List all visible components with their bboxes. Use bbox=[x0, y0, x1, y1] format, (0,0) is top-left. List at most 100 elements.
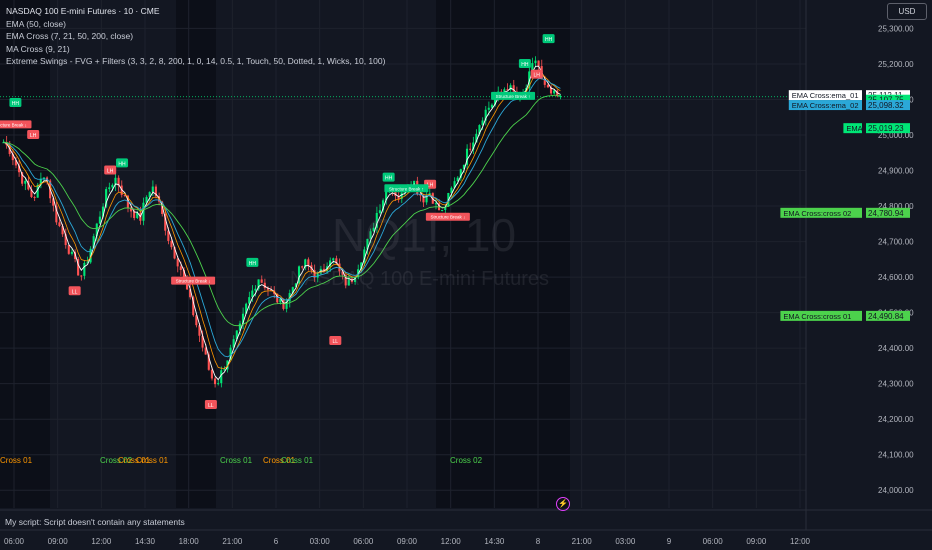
structure-break-text: Structure Break ↓ bbox=[176, 279, 211, 284]
candle-body bbox=[559, 95, 562, 97]
candle-body bbox=[344, 274, 347, 286]
legend-ema-cross[interactable]: EMA Cross (7, 21, 50, 200, close) bbox=[6, 31, 134, 41]
candle-body bbox=[301, 266, 304, 268]
series-name-bg bbox=[788, 90, 862, 101]
candle-body bbox=[55, 205, 58, 223]
candle-body bbox=[201, 335, 204, 348]
candle-body bbox=[369, 231, 372, 239]
legend-ema[interactable]: EMA (50, close) bbox=[6, 18, 66, 29]
candle-body bbox=[77, 258, 80, 276]
candle-body bbox=[509, 85, 512, 90]
swing-label-lh: LH bbox=[27, 129, 40, 139]
candle-body bbox=[251, 290, 254, 298]
candle-body bbox=[98, 216, 101, 224]
x-tick-label: 03:00 bbox=[310, 537, 331, 546]
structure-break-label: Structure Break ↓ bbox=[171, 276, 216, 285]
indicator-legend: NASDAQ 100 E-mini Futures · 10 · CME EMA… bbox=[6, 5, 385, 68]
y-tick-label: 24,300.00 bbox=[878, 380, 914, 389]
price-tag-bg bbox=[866, 123, 910, 134]
swing-label-hh: HH bbox=[518, 58, 531, 68]
candle-body bbox=[195, 315, 198, 326]
structure-break-text: Structure Break ↑ bbox=[389, 186, 424, 191]
legend-ma-cross[interactable]: MA Cross (9, 21) bbox=[6, 43, 70, 54]
ema-green-line bbox=[3, 94, 561, 327]
structure-break-label: Structure Break ↑ bbox=[384, 184, 429, 193]
candle-body bbox=[24, 180, 27, 184]
swing-label-hh: HH bbox=[382, 172, 395, 182]
y-tick-label: 25,200.00 bbox=[878, 60, 914, 69]
candle-body bbox=[413, 180, 416, 185]
swing-label-text: LH bbox=[30, 133, 37, 139]
cross-label: Cross 01 bbox=[263, 456, 296, 465]
watermark-symbol: NQ1!, 10 bbox=[332, 209, 517, 261]
price-tag: 24,490.84 EMA Cross:cross 01 bbox=[780, 310, 910, 321]
structure-break-label: Structure Break ↑ bbox=[491, 91, 536, 100]
candle-body bbox=[484, 109, 487, 121]
candle-body bbox=[123, 194, 126, 196]
candle-body bbox=[353, 277, 357, 282]
candle-body bbox=[347, 278, 350, 286]
candle-body bbox=[133, 211, 136, 219]
y-tick-label: 24,900.00 bbox=[878, 167, 914, 176]
watermark-name: NASDAQ 100 E-mini Futures bbox=[290, 268, 549, 290]
x-tick-label: 9 bbox=[667, 537, 672, 546]
legend-extreme-swings[interactable]: Extreme Swings - FVG + Filters (3, 3, 2,… bbox=[6, 56, 386, 66]
candle-body bbox=[260, 279, 263, 283]
candle-body bbox=[83, 262, 86, 276]
currency-button[interactable]: USD bbox=[887, 3, 927, 20]
candle-body bbox=[363, 249, 366, 263]
structure-break-bg bbox=[384, 184, 429, 193]
candle-body bbox=[39, 178, 42, 185]
x-tick-label: 09:00 bbox=[48, 537, 69, 546]
candle-body bbox=[434, 203, 437, 205]
price-tag-bg bbox=[866, 94, 910, 105]
candle-body bbox=[254, 288, 257, 291]
candle-body bbox=[397, 195, 400, 199]
candle-body bbox=[92, 236, 95, 249]
x-tick-label: 09:00 bbox=[397, 537, 418, 546]
candle-body bbox=[70, 251, 73, 254]
candle-body bbox=[108, 187, 111, 190]
candle-body bbox=[167, 230, 170, 241]
y-tick-label: 24,600.00 bbox=[878, 273, 914, 282]
candle-body bbox=[441, 209, 444, 211]
candle-body bbox=[385, 190, 388, 201]
price-tag-value: 25,098.32 bbox=[868, 101, 904, 110]
x-tick-label: 06:00 bbox=[4, 537, 25, 546]
candle-body bbox=[182, 269, 185, 278]
structure-break-label: Structure Break ↓ bbox=[425, 212, 470, 221]
candle-body bbox=[493, 99, 497, 105]
candle-body bbox=[294, 283, 297, 288]
symbol-title[interactable]: NASDAQ 100 E-mini Futures · 10 · CME bbox=[6, 6, 160, 16]
swing-label-bg bbox=[104, 165, 117, 175]
candle-body bbox=[534, 60, 537, 64]
y-tick-label: 24,700.00 bbox=[878, 238, 914, 247]
price-tag: 25,019.23 EMA bbox=[843, 123, 910, 134]
candle-body bbox=[332, 258, 335, 261]
x-tick-label: 09:00 bbox=[746, 537, 767, 546]
swing-label-hh: HH bbox=[246, 257, 259, 267]
candle-body bbox=[453, 181, 456, 188]
candle-body bbox=[341, 271, 344, 275]
candle-body bbox=[192, 297, 195, 316]
swing-label-ll: LL bbox=[204, 399, 217, 409]
swing-label-bg bbox=[246, 257, 259, 267]
lightning-icon[interactable]: ⚡ bbox=[556, 497, 570, 511]
candle-body bbox=[86, 262, 89, 264]
candle-body bbox=[291, 287, 294, 294]
candle-body bbox=[553, 90, 556, 94]
candle-body bbox=[472, 142, 475, 150]
candle-body bbox=[456, 177, 459, 182]
candle-body bbox=[490, 104, 493, 108]
y-tick-label: 24,000.00 bbox=[878, 486, 914, 495]
structure-break-bg bbox=[491, 91, 536, 100]
swing-label-text: HH bbox=[249, 261, 257, 267]
x-tick-label: 21:00 bbox=[572, 537, 593, 546]
candle-body bbox=[220, 370, 223, 384]
candle-body bbox=[248, 297, 251, 304]
candle-body bbox=[232, 339, 235, 348]
swing-label-hh: HH bbox=[116, 158, 129, 168]
candle-body bbox=[481, 120, 484, 126]
candle-body bbox=[450, 187, 453, 194]
